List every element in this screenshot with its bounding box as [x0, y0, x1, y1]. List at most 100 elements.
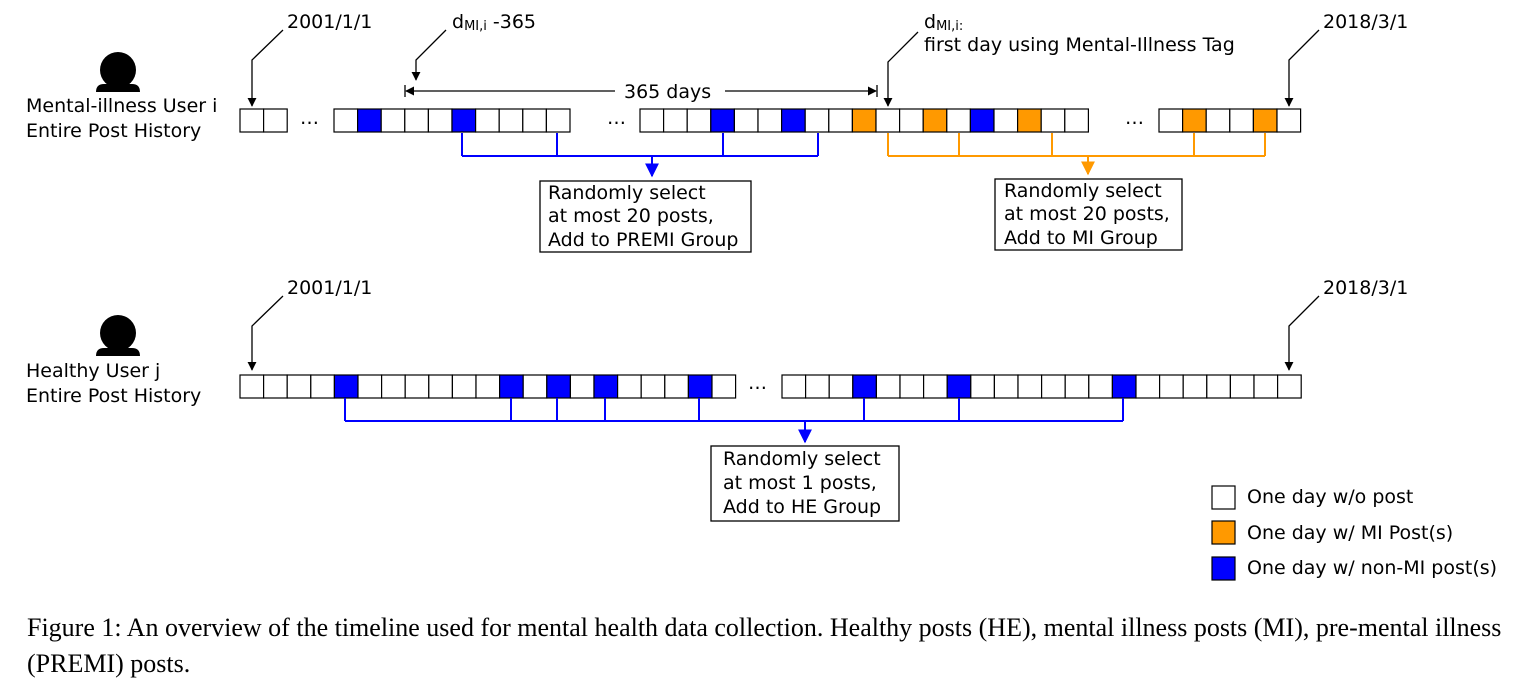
he-day-cell: [1088, 374, 1114, 399]
mi-day-cell: [263, 108, 288, 133]
mi-day-cell: [946, 108, 971, 133]
mi-start-pointer: [247, 29, 284, 107]
he-day-cell: [1206, 374, 1232, 399]
he-day-cell: [1229, 374, 1255, 399]
he-day-cell: [687, 374, 713, 399]
mi-day-cell: [757, 108, 783, 133]
he-day-cell: [922, 374, 948, 399]
he-day-cell: [1135, 374, 1161, 399]
mi-day-cell: [686, 108, 712, 133]
he-day-cell: [875, 374, 901, 399]
he-day-cell: [546, 374, 571, 399]
mi-day-cell: [922, 108, 948, 133]
user-icon: [100, 52, 136, 88]
legend-label-nonmi: One day w/ non-MI post(s): [1247, 557, 1497, 579]
he-day-cell: [616, 374, 642, 399]
mi-day-cell: [828, 108, 853, 133]
premi-box-line-1: Randomly select: [548, 182, 706, 204]
legend-label-empty: One day w/o post: [1247, 486, 1413, 508]
mi-day-cell: [522, 108, 547, 133]
he-user-history-label: Entire Post History: [26, 385, 201, 407]
d-minus-365-pointer: [411, 29, 447, 81]
mi-end-date: 2018/3/1: [1323, 11, 1408, 33]
d-mi-label: dMI,i:: [924, 11, 963, 34]
premi-box-line-3: Add to PREMI Group: [548, 229, 738, 251]
mi-day-cell: [427, 108, 453, 133]
mi-day-cell: [451, 108, 477, 133]
he-day-cell: [263, 374, 288, 399]
he-select-box: [710, 445, 900, 522]
he-day-cell: [946, 374, 972, 399]
he-day-cell: [381, 374, 406, 399]
he-box-line-1: Randomly select: [723, 448, 881, 470]
mi-day-cell: [545, 108, 571, 133]
he-day-cell: [1111, 374, 1137, 399]
mi-day-cell: [333, 108, 359, 133]
legend-label-mi: One day w/ MI Post(s): [1247, 522, 1453, 544]
mi-day-cell: [851, 108, 877, 133]
mi-day-cell: [1158, 108, 1184, 133]
mi-day-cell: [804, 108, 830, 133]
he-day-cell: [310, 374, 335, 399]
he-box-line-3: Add to HE Group: [723, 496, 881, 518]
he-bracket: [344, 398, 1124, 444]
mi-bracket: [887, 133, 1266, 176]
mi-timeline-cells: [239, 108, 1302, 133]
mi-day-cell: [404, 108, 429, 133]
he-end-date: 2018/3/1: [1323, 277, 1408, 299]
he-day-cell: [404, 374, 430, 399]
mi-ellipsis-1: …: [300, 107, 319, 129]
mi-day-cell: [380, 108, 406, 133]
mi-ellipsis-3: …: [1125, 107, 1144, 129]
premi-box-line-2: at most 20 posts,: [548, 205, 714, 227]
he-day-cell: [993, 374, 1019, 399]
he-day-cell: [451, 374, 477, 399]
he-day-cell: [475, 374, 501, 399]
mi-day-cell: [993, 108, 1019, 133]
mi-day-cell: [498, 108, 524, 133]
mi-user-icon: [96, 52, 140, 92]
mi-day-cell: [1276, 108, 1302, 133]
premi-select-box: [539, 180, 752, 253]
he-day-cell: [899, 374, 925, 399]
mi-day-cell: [733, 108, 759, 133]
he-start-date: 2001/1/1: [287, 277, 372, 299]
timeline-diagram: Mental-illness User i Entire Post Histor…: [26, 11, 1497, 581]
he-day-cell: [357, 374, 383, 399]
mi-day-cell: [639, 108, 665, 133]
user-icon: [100, 315, 136, 351]
he-day-cell: [1064, 374, 1090, 399]
legend-swatch-mi: [1211, 520, 1236, 545]
he-user-label: Healthy User j: [26, 360, 160, 382]
mi-box-line-1: Randomly select: [1004, 180, 1162, 202]
he-day-cell: [499, 374, 524, 399]
he-day-cell: [781, 374, 807, 399]
mi-box-line-3: Add to MI Group: [1004, 227, 1158, 249]
he-day-cell: [569, 374, 595, 399]
mi-ellipsis-2: …: [607, 107, 626, 129]
he-day-cell: [1040, 374, 1066, 399]
mi-box-line-2: at most 20 posts,: [1004, 203, 1170, 225]
mi-day-cell: [662, 108, 688, 133]
mi-user-history-label: Entire Post History: [26, 120, 201, 142]
mi-day-cell: [969, 108, 995, 133]
he-day-cell: [711, 374, 737, 399]
d-mi-description: first day using Mental-Illness Tag: [924, 34, 1235, 56]
mi-day-cell: [357, 108, 382, 133]
mi-day-cell: [239, 108, 265, 133]
he-day-cell: [1182, 374, 1208, 399]
he-ellipsis: …: [748, 372, 767, 394]
d-minus-365-label: dMI,i -365: [452, 11, 536, 34]
he-day-cell: [640, 374, 666, 399]
mi-day-cell: [475, 108, 500, 133]
mi-day-cell: [1016, 108, 1042, 133]
he-day-cell: [593, 374, 619, 399]
mi-day-cell: [710, 108, 735, 133]
mi-day-cell: [1064, 108, 1090, 133]
he-day-cell: [522, 374, 548, 399]
mi-day-cell: [780, 108, 806, 133]
mi-day-cell: [1229, 108, 1255, 133]
legend-swatch-nonmi: [1211, 556, 1236, 581]
premi-bracket: [461, 133, 819, 178]
span-365-days-label: 365 days: [624, 81, 711, 103]
